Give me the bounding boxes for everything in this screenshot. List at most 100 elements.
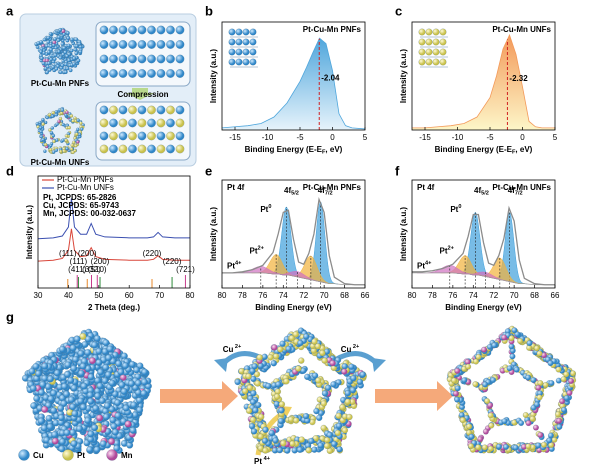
atom	[454, 396, 461, 403]
atom	[283, 378, 290, 385]
atom	[454, 367, 461, 374]
atom	[320, 424, 327, 432]
atom	[359, 371, 366, 378]
atom	[96, 382, 104, 390]
atom	[334, 429, 341, 437]
atom	[77, 350, 85, 357]
atom	[166, 105, 175, 115]
atom	[50, 389, 58, 397]
chart-title: Pt-Cu-Mn PNFs	[303, 183, 362, 192]
x-tick-label: 0	[520, 133, 525, 142]
atom	[512, 444, 519, 451]
atom	[235, 58, 243, 66]
atom	[95, 347, 103, 355]
atom	[69, 403, 77, 411]
panel-letter: e	[205, 163, 212, 178]
ion-label-text: Pt	[254, 457, 262, 466]
atom	[459, 417, 466, 424]
atom	[293, 417, 300, 424]
atom	[87, 430, 95, 438]
atom	[69, 48, 74, 53]
atom	[72, 62, 76, 66]
peak-annotation-sub: 7/2	[325, 191, 333, 197]
atom	[63, 70, 68, 74]
atom	[156, 105, 166, 115]
atom	[117, 368, 125, 376]
atom	[76, 127, 80, 132]
atom	[80, 127, 84, 131]
atom	[93, 335, 101, 342]
peak-annotation: Pt0	[260, 205, 271, 215]
atom	[314, 343, 322, 350]
atom	[67, 58, 71, 63]
atom	[67, 125, 71, 130]
arrow-head	[214, 358, 228, 372]
atom	[48, 147, 53, 152]
atom	[39, 381, 47, 389]
plot-frame	[37, 175, 191, 289]
atom	[54, 66, 59, 71]
atom	[87, 373, 95, 381]
peak-annotation-sub: 5/2	[481, 191, 489, 197]
atom	[47, 395, 55, 403]
spectrum-area	[222, 38, 365, 131]
atom	[128, 380, 135, 387]
atom	[51, 65, 56, 69]
atom	[250, 390, 257, 397]
peak-annotation: 4f7/2	[318, 186, 333, 197]
atom	[295, 365, 302, 372]
x-tick-label: 78	[428, 291, 437, 300]
atom	[147, 105, 156, 115]
peak-annotation: 4f5/2	[474, 186, 489, 197]
atom	[65, 146, 69, 151]
atom	[522, 412, 529, 418]
x-tick-label: 30	[34, 291, 43, 300]
atom	[349, 387, 357, 394]
y-axis-label: Intensity (a.u.)	[209, 49, 218, 104]
atom	[297, 339, 304, 347]
chart-title: Pt-Cu-Mn UNFs	[492, 25, 551, 34]
atom	[147, 118, 156, 128]
atom	[48, 31, 53, 36]
atom	[79, 362, 87, 370]
atom	[242, 28, 250, 36]
x-tick-label: 80	[186, 291, 195, 300]
atom	[335, 422, 343, 429]
atom	[288, 335, 296, 342]
chart-title: Pt-Cu-Mn UNFs	[492, 183, 551, 192]
atom	[284, 447, 291, 454]
atom	[156, 40, 166, 49]
compression-arrow	[126, 88, 154, 100]
x-tick-label: -15	[419, 133, 431, 142]
atom	[128, 105, 137, 115]
atom	[54, 110, 59, 114]
atom	[38, 125, 43, 130]
atom	[461, 377, 468, 384]
atom	[64, 134, 69, 138]
atom	[39, 49, 43, 54]
atom	[41, 61, 46, 66]
atom	[147, 144, 156, 154]
atom	[68, 68, 73, 73]
x-axis-label-tail: , eV)	[325, 145, 342, 154]
x-axis-label-text: Binding Energy (E-E	[435, 145, 513, 154]
atom	[130, 401, 138, 409]
atom	[278, 407, 285, 414]
atom	[51, 431, 59, 439]
atom	[147, 69, 156, 78]
atom	[41, 406, 49, 413]
atom	[280, 440, 287, 447]
atom	[73, 47, 78, 52]
atom	[313, 407, 320, 415]
atom	[335, 412, 342, 419]
ion-label: Cu 2+	[341, 344, 360, 354]
atom	[279, 340, 286, 347]
y-axis-label: Intensity (a.u.)	[209, 207, 218, 262]
atom	[249, 28, 257, 36]
atom	[277, 346, 284, 353]
atom	[298, 436, 305, 443]
reference-label: (200)	[78, 249, 97, 258]
atom	[51, 110, 55, 115]
x-tick-label: 60	[125, 291, 134, 300]
atom	[51, 150, 56, 154]
